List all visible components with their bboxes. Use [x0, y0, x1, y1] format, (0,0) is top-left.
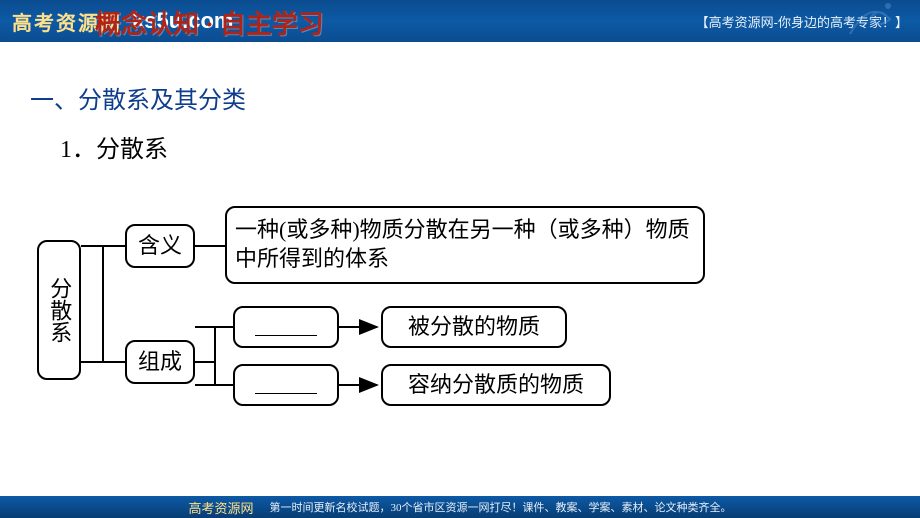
footer-logo-text: 高考资源网	[188, 498, 253, 517]
slide-title: 概念认知·自主学习	[95, 4, 324, 41]
content-area: 一、分散系及其分类 1．分散系	[30, 60, 890, 194]
node-result-1: 被分散的物质	[381, 306, 567, 348]
node-blank-2	[233, 364, 339, 406]
node-blank-1	[233, 306, 339, 348]
node-root: 分散系	[37, 240, 81, 380]
footer-tagline: 第一时间更新名校试题，30个省市区资源一网打尽！课件、教案、学案、素材、论文种类…	[270, 499, 732, 515]
node-result-2: 容纳分散质的物质	[381, 364, 611, 406]
node-composition: 组成	[125, 340, 195, 384]
node-definition: 一种(或多种)物质分散在另一种（或多种）物质中所得到的体系	[225, 206, 705, 284]
concept-tree-diagram: 分散系 含义 组成 一种(或多种)物质分散在另一种（或多种）物质中所得到的体系 …	[25, 200, 895, 440]
section-heading: 一、分散系及其分类	[30, 80, 890, 115]
fill-blank-1	[255, 318, 317, 336]
fill-blank-2	[255, 376, 317, 394]
bottom-banner: 高考资源网 第一时间更新名校试题，30个省市区资源一网打尽！课件、教案、学案、素…	[0, 496, 920, 518]
top-banner: 高考资源网 ks5u.com 概念认知·自主学习 【高考资源网-你身边的高考专家…	[0, 0, 920, 42]
node-meaning: 含义	[125, 224, 195, 268]
slide-title-dot: ·	[205, 10, 214, 39]
slide-title-left: 概念认知	[95, 10, 199, 39]
slide-title-right: 自主学习	[220, 10, 324, 39]
decorative-swirl-icon	[840, 0, 900, 44]
subsection-heading: 1．分散系	[60, 129, 890, 164]
